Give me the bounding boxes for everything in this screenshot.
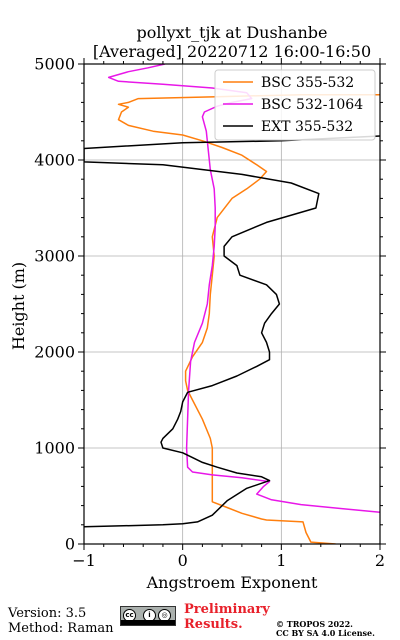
series-line-0 — [117, 93, 380, 544]
chart-title-line-2: [Averaged] 20220712 16:00-16:50 — [92, 42, 372, 61]
legend-label-2: EXT 355-532 — [261, 119, 353, 135]
legend-label-0: BSC 355-532 — [261, 75, 354, 91]
legend-label-1: BSC 532-1064 — [261, 97, 363, 113]
x-tick-label-2: 1 — [276, 551, 286, 570]
y-tick-label-2: 2000 — [34, 343, 75, 362]
legend-box — [214, 69, 376, 141]
chart-title-line-1: pollyxt_tjk at Dushanbe — [136, 23, 328, 42]
x-axis-label: Angstroem Exponent — [146, 573, 318, 592]
y-tick-label-0: 0 — [65, 535, 75, 554]
series-line-2 — [84, 135, 380, 528]
plot-frame — [83, 63, 381, 545]
y-axis-label: Height (m) — [9, 262, 28, 350]
preliminary-notice: Preliminary Results. — [184, 602, 270, 632]
preliminary-notice-line-2: Results. — [184, 617, 243, 632]
x-tick-label-3: 2 — [375, 551, 385, 570]
y-tick-label-4: 4000 — [34, 151, 75, 170]
copyright-line-1: © TROPOS 2022. — [276, 619, 353, 629]
x-tick-label-1: 0 — [178, 551, 188, 570]
copyright-line-2: CC BY SA 4.0 License. — [276, 628, 375, 638]
x-tick-label-0: −1 — [72, 551, 96, 570]
y-tick-label-1: 1000 — [34, 439, 75, 458]
cc-license-badge-icon: cc i ◎ — [120, 606, 176, 626]
method-label: Method: Raman — [8, 621, 114, 636]
version-label: Version: 3.5 — [8, 606, 87, 621]
y-tick-label-5: 5000 — [34, 55, 75, 74]
y-tick-label-3: 3000 — [34, 247, 75, 266]
copyright-notice: © TROPOS 2022. CC BY SA 4.0 License. — [276, 620, 375, 638]
preliminary-notice-line-1: Preliminary — [184, 602, 270, 617]
